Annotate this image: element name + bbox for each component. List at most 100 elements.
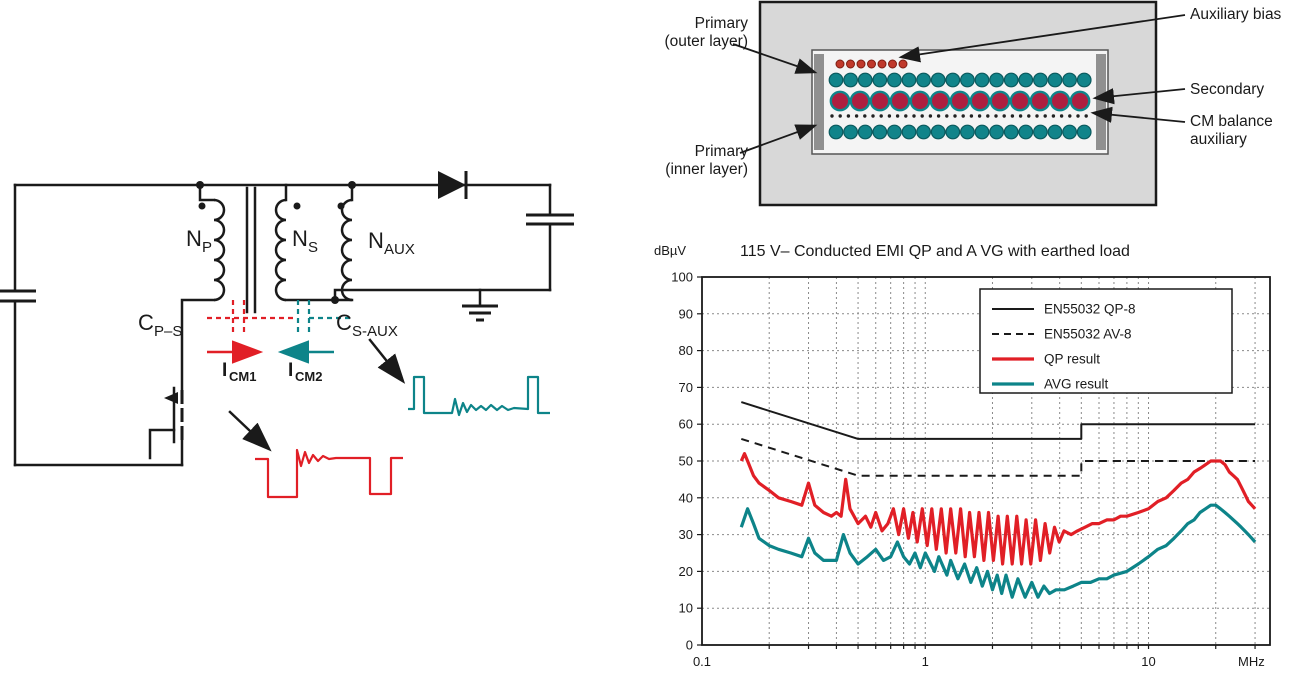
- cm-balance-winding-turn: [928, 114, 933, 118]
- bobbin-flange-left: [814, 54, 824, 150]
- secondary-winding-turn: [1069, 90, 1091, 112]
- aux-bias-label: Auxiliary bias: [1190, 6, 1282, 23]
- primary-winding-label-sub: P: [202, 239, 212, 256]
- y-tick-label: 70: [679, 380, 693, 395]
- primary-outer-winding-turn: [989, 72, 1005, 88]
- cm-balance-label: CM balance: [1190, 113, 1273, 130]
- legend-label: AVG result: [1044, 377, 1109, 392]
- primary-outer-winding-turn: [1062, 72, 1078, 88]
- csaux-label: C: [336, 310, 352, 335]
- x-tick-label: 1: [922, 654, 929, 669]
- cps-label-sub: P–S: [154, 323, 182, 340]
- secondary-winding-turn: [989, 90, 1011, 112]
- secondary-winding-turn: [869, 90, 891, 112]
- drain-wire: [180, 298, 216, 392]
- cm-balance-winding-turn: [1068, 114, 1072, 118]
- cm-balance-winding-turn: [994, 114, 998, 118]
- aux-winding-coil: [340, 198, 353, 302]
- secondary-winding-turn: [889, 90, 911, 112]
- primary-inner-winding-turn: [887, 124, 902, 140]
- y-tick-label: 50: [679, 454, 693, 469]
- aux-bias-callout-arrow: [898, 14, 1186, 63]
- aux-bias-winding-turn: [877, 59, 887, 69]
- secondary-winding-turn: [1029, 90, 1051, 112]
- primary-outer-winding-turn: [1003, 72, 1019, 88]
- primary-inner-winding-turn: [1033, 124, 1048, 140]
- primary-outer-winding-turn: [1076, 72, 1092, 88]
- primary-inner-winding-turn: [945, 124, 961, 140]
- cm-balance-winding-turn: [969, 114, 974, 118]
- cm-balance-winding-turn: [863, 114, 867, 118]
- secondary-label: Secondary: [1190, 81, 1264, 98]
- primary-winding-coil: [213, 198, 226, 302]
- primary-outer-label: Primary: [695, 15, 749, 32]
- legend-label: QP result: [1044, 352, 1100, 367]
- drain-waveform-pointer-arrow: [228, 410, 272, 452]
- cm-balance-winding-turn: [854, 114, 859, 118]
- primary-outer-winding-turn: [960, 72, 975, 88]
- secondary-winding-turn: [1049, 90, 1071, 112]
- cm-balance-winding-turn: [977, 114, 982, 118]
- aux-winding-label-sub: AUX: [384, 241, 415, 258]
- cm-balance-winding-turn: [953, 114, 957, 118]
- aux-bias-winding-turn: [867, 59, 876, 69]
- primary-outer-winding-turn: [974, 72, 990, 88]
- cm-balance-winding-turn: [945, 114, 949, 118]
- cm-balance-winding-turn: [846, 114, 851, 118]
- legend-box: [979, 288, 1233, 394]
- primary-phase-dot: [198, 202, 206, 210]
- y-tick-label: 80: [679, 343, 693, 358]
- bobbin-flange-right: [1096, 54, 1106, 150]
- secondary-phase-dot: [293, 202, 301, 210]
- cm-balance-winding-turn: [871, 114, 875, 118]
- cm-balance-winding-turn: [1059, 114, 1064, 118]
- y-tick-label: 40: [679, 490, 693, 505]
- cm-balance-label-line2: auxiliary: [1190, 131, 1247, 148]
- chart-x-axis-unit: MHz: [1238, 654, 1265, 669]
- cm-balance-winding-turn: [1084, 114, 1088, 118]
- drain-waveform: [255, 448, 403, 499]
- transformer-winding-diagram: Primary (outer layer) Auxiliary bias Sec…: [664, 0, 1282, 207]
- series-en55032-qp-8: [740, 401, 1256, 440]
- primary-inner-winding-turn: [916, 124, 932, 140]
- primary-outer-winding-turn: [916, 72, 932, 88]
- cm-balance-winding-turn: [1018, 114, 1023, 118]
- cm-balance-winding-turn: [838, 114, 842, 118]
- cm-balance-winding-turn: [895, 114, 900, 118]
- primary-outer-winding-turn: [1047, 72, 1063, 88]
- icm1-label-sub: CM1: [229, 369, 256, 384]
- winding-turn-rows: [828, 59, 1092, 140]
- secondary-return-wire: [284, 288, 552, 302]
- primary-inner-winding-turn: [1062, 124, 1078, 140]
- aux-bias-winding-turn: [835, 59, 845, 69]
- aux-bias-winding-turn: [898, 59, 908, 69]
- chart-legend: EN55032 QP-8 EN55032 AV-8 QP result AVG res…: [979, 288, 1233, 394]
- aux-phase-dot: [337, 202, 345, 210]
- primary-outer-callout-arrow: [732, 43, 818, 74]
- cm-balance-winding-turn: [1010, 114, 1015, 118]
- cm-balance-winding-turn: [1051, 114, 1056, 118]
- primary-inner-label-line2: (inner layer): [665, 161, 748, 178]
- aux-winding-label: N: [368, 228, 384, 253]
- junction-dot: [348, 181, 356, 189]
- x-tick-label: 0.1: [693, 654, 711, 669]
- cm-balance-callout-arrow: [1090, 106, 1186, 123]
- secondary-winding-label-sub: S: [308, 239, 318, 256]
- cm-balance-winding-turn: [879, 114, 883, 118]
- primary-inner-winding-turn: [960, 124, 975, 140]
- secondary-winding-label: N: [292, 226, 308, 251]
- secondary-winding-turn: [969, 90, 991, 112]
- primary-inner-winding-turn: [872, 124, 888, 140]
- primary-outer-winding-turn: [887, 72, 902, 88]
- y-tick-label: 30: [679, 527, 693, 542]
- cm-balance-winding-turn: [1076, 114, 1080, 118]
- cm-balance-winding-turn: [1035, 114, 1039, 118]
- primary-inner-winding-turn: [901, 124, 917, 140]
- circuit-diagram: N P N S N AUX C P–S C S-AUX I CM1 I CM2: [0, 171, 574, 499]
- cm-balance-winding-turn: [904, 114, 908, 118]
- chart-y-axis-unit: dBµV: [654, 243, 686, 258]
- primary-inner-winding-turn: [974, 124, 990, 140]
- secondary-winding-turn: [849, 90, 871, 112]
- secondary-callout-arrow: [1092, 88, 1186, 105]
